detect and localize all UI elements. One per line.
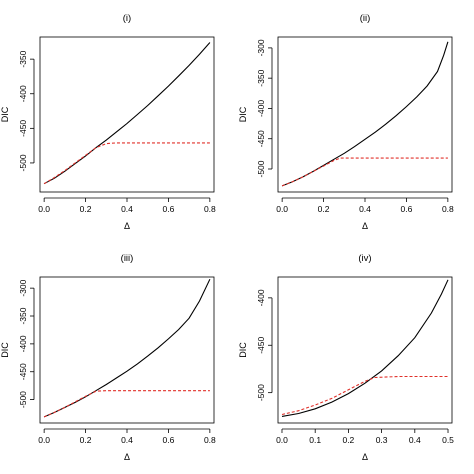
solid-series-line [43, 42, 211, 185]
y-tick-label: -450 [256, 336, 266, 353]
y-tick-label: -300 [18, 279, 28, 296]
panel-title: (iii) [121, 253, 134, 264]
x-axis-label: Δ [124, 452, 130, 462]
y-tick-label: -500 [18, 154, 28, 171]
panel-title: (iv) [358, 253, 371, 264]
x-tick-label: 0.2 [318, 204, 330, 214]
x-tick-label: 0.1 [309, 435, 321, 445]
x-tick-label: 0.3 [376, 435, 388, 445]
x-tick-label: 0.0 [38, 435, 50, 445]
plot-frame [277, 36, 453, 193]
y-axis-label: DIC [238, 342, 248, 358]
x-tick-label: 0.4 [359, 204, 371, 214]
x-tick-label: 0.0 [276, 435, 288, 445]
solid-series-line [281, 41, 449, 187]
y-tick-label: -500 [256, 160, 266, 177]
y-tick-label: -450 [18, 120, 28, 137]
dashed-series-line [281, 157, 448, 187]
x-tick-label: 0.4 [121, 204, 133, 214]
y-tick-label: -500 [256, 384, 266, 401]
x-tick-label: 0.6 [401, 204, 413, 214]
x-tick-label: 0.8 [204, 204, 216, 214]
dashed-series-line [281, 375, 448, 416]
y-tick-label: -350 [18, 307, 28, 324]
y-tick-label: -500 [18, 391, 28, 408]
plot-frame [277, 276, 453, 424]
dashed-series-line [43, 142, 210, 185]
x-tick-label: 0.0 [276, 204, 288, 214]
chart-panel-3: (iii) 0.0 0.2 0.4 0.6 0.8 Δ -500 -450 -400 -350 -30… [0, 253, 216, 462]
x-tick-label: 0.6 [163, 204, 175, 214]
x-tick-label: 0.5 [442, 435, 454, 445]
y-tick-label: -300 [256, 39, 266, 56]
y-axis-label: DIC [0, 106, 10, 122]
y-tick-label: -400 [18, 85, 28, 102]
x-tick-label: 0.2 [80, 435, 92, 445]
y-axis-label: DIC [238, 106, 248, 122]
dashed-series-line [43, 390, 210, 418]
plot-frame [39, 276, 215, 424]
panel-title: (ii) [360, 13, 371, 24]
x-tick-label: 0.2 [342, 435, 354, 445]
chart-panel-1: (i) 0.0 0.2 0.4 0.6 0.8 Δ -500 -450 -400 -350 DIC [0, 13, 216, 231]
y-tick-label: -450 [256, 130, 266, 147]
chart-panel-4: (iv) 0.0 0.1 0.2 0.3 0.4 0.5 Δ -500 -450 -400 DIC [238, 253, 454, 462]
y-axis-label: DIC [0, 342, 10, 358]
x-axis-label: Δ [362, 452, 368, 462]
x-axis-label: Δ [362, 221, 368, 231]
panel-title: (i) [123, 13, 131, 24]
x-tick-label: 0.8 [204, 435, 216, 445]
y-tick-label: -350 [256, 69, 266, 86]
x-tick-label: 0.2 [80, 204, 92, 214]
y-tick-label: -350 [18, 50, 28, 67]
x-tick-label: 0.0 [38, 204, 50, 214]
solid-series-line [281, 279, 449, 417]
x-tick-label: 0.4 [121, 435, 133, 445]
y-tick-label: -400 [18, 335, 28, 352]
x-tick-label: 0.4 [409, 435, 421, 445]
x-tick-label: 0.8 [442, 204, 454, 214]
x-axis-label: Δ [124, 221, 130, 231]
y-tick-label: -450 [18, 363, 28, 380]
solid-series-line [43, 278, 211, 418]
y-tick-label: -400 [256, 289, 266, 306]
chart-panel-2: (ii) 0.0 0.2 0.4 0.6 0.8 Δ -500 -450 -400 -350 -300… [238, 13, 454, 231]
plot-frame [39, 36, 215, 193]
y-tick-label: -400 [256, 100, 266, 117]
x-tick-label: 0.6 [163, 435, 175, 445]
